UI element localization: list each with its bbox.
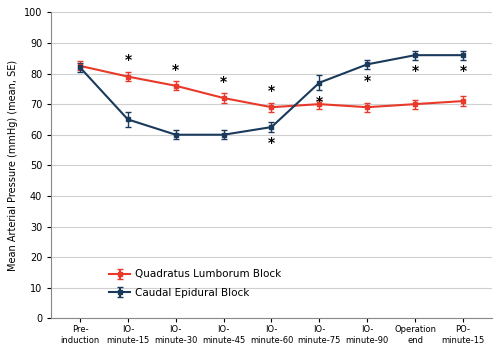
Text: *: *	[172, 62, 180, 77]
Y-axis label: Mean Arterial Pressure (mmHg) (mean, SE): Mean Arterial Pressure (mmHg) (mean, SE)	[8, 60, 18, 271]
Text: *: *	[316, 95, 323, 109]
Text: *: *	[268, 136, 275, 150]
Legend: Quadratus Lumborum Block, Caudal Epidural Block: Quadratus Lumborum Block, Caudal Epidura…	[110, 269, 282, 298]
Text: *: *	[220, 75, 227, 89]
Text: *: *	[268, 84, 275, 98]
Text: *: *	[460, 64, 466, 78]
Text: *: *	[124, 53, 132, 67]
Text: *: *	[412, 64, 418, 78]
Text: *: *	[364, 73, 371, 88]
